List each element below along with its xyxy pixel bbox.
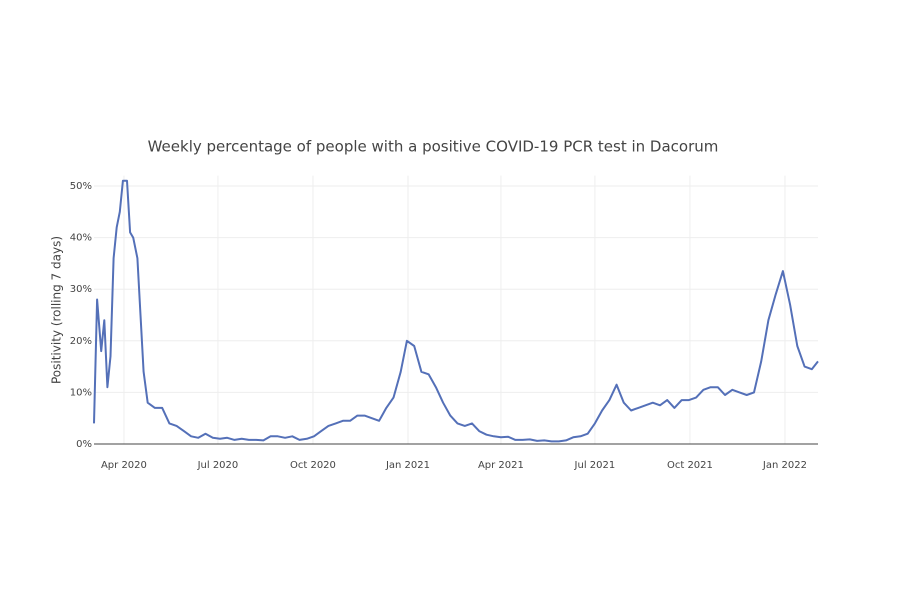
x-tick-label: Jul 2020: [197, 460, 239, 471]
x-tick-label: Oct 2021: [667, 460, 713, 471]
y-tick-label: 50%: [70, 181, 92, 192]
x-tick-label: Oct 2020: [290, 460, 336, 471]
x-tick-label: Apr 2021: [478, 460, 524, 471]
y-axis-label: Positivity (rolling 7 days): [50, 236, 64, 384]
y-tick-label: 30%: [70, 284, 92, 295]
y-tick-label: 0%: [76, 439, 92, 450]
chart-title: Weekly percentage of people with a posit…: [148, 138, 719, 156]
x-tick-label: Jan 2022: [762, 460, 807, 471]
x-tick-label: Jul 2021: [574, 460, 616, 471]
y-tick-label: 20%: [70, 336, 92, 347]
x-tick-label: Apr 2020: [101, 460, 147, 471]
y-tick-label: 40%: [70, 233, 92, 244]
data-line: [93, 179, 819, 443]
x-tick-label: Jan 2021: [385, 460, 430, 471]
y-tick-label: 10%: [70, 387, 92, 398]
